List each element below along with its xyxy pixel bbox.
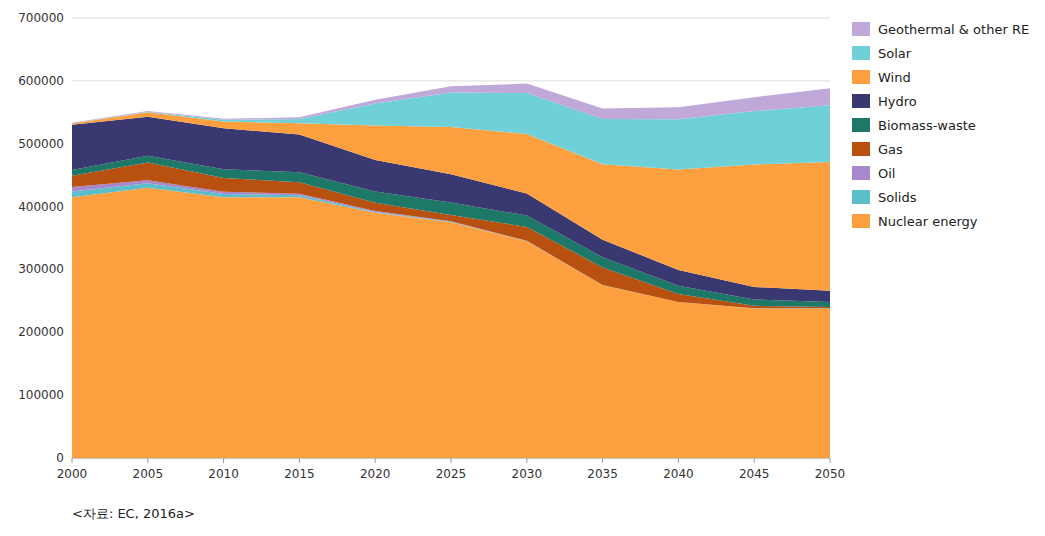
y-tick-label: 300000 — [18, 262, 64, 276]
legend-swatch — [852, 46, 870, 60]
x-tick — [526, 458, 527, 463]
x-tick — [375, 458, 376, 463]
legend-label: Solar — [878, 46, 912, 61]
x-tick-label: 2020 — [360, 467, 391, 481]
x-tick-label: 2050 — [815, 467, 846, 481]
legend-label: Geothermal & other RE — [878, 22, 1029, 37]
y-tick-label: 200000 — [18, 325, 64, 339]
y-tick-label: 400000 — [18, 200, 64, 214]
x-tick-label: 2005 — [133, 467, 164, 481]
x-tick-label: 2000 — [57, 467, 88, 481]
y-tick-label: 700000 — [18, 11, 64, 25]
area — [72, 84, 830, 124]
legend-label: Solids — [878, 190, 917, 205]
x-tick-label: 2035 — [587, 467, 618, 481]
x-tick-label: 2045 — [739, 467, 770, 481]
y-tick-label: 100000 — [18, 388, 64, 402]
legend-label: Gas — [878, 142, 903, 157]
x-tick — [72, 458, 73, 463]
legend-swatch — [852, 22, 870, 36]
grid-line — [72, 18, 830, 19]
x-tick — [830, 458, 831, 463]
chart-container: 0 100000 200000 300000 400000 500000 600000 700… — [0, 0, 1045, 536]
legend: Geothermal & other RE Solar Wind Hydro Bioma… — [852, 22, 1029, 229]
x-tick — [299, 458, 300, 463]
grid-line — [72, 80, 830, 81]
legend-swatch — [852, 70, 870, 84]
legend-swatch — [852, 142, 870, 156]
x-tick — [602, 458, 603, 463]
x-tick — [223, 458, 224, 463]
legend-swatch — [852, 94, 870, 108]
x-tick — [754, 458, 755, 463]
legend-swatch — [852, 190, 870, 204]
x-tick — [147, 458, 148, 463]
legend-label: Nuclear energy — [878, 214, 978, 229]
axes: 0 100000 200000 300000 400000 500000 600000 700… — [18, 11, 845, 481]
x-tick-label: 2010 — [208, 467, 239, 481]
x-tick-label: 2030 — [512, 467, 543, 481]
x-tick-label: 2040 — [663, 467, 694, 481]
source-note: <자료: EC, 2016a> — [72, 506, 195, 521]
y-tick-label: 0 — [56, 451, 64, 465]
y-tick-label: 600000 — [18, 74, 64, 88]
legend-label: Hydro — [878, 94, 917, 109]
grid — [72, 18, 830, 458]
y-tick-label: 500000 — [18, 137, 64, 151]
legend-label: Wind — [878, 70, 911, 85]
x-tick-label: 2025 — [436, 467, 467, 481]
legend-label: Biomass-waste — [878, 118, 976, 133]
legend-swatch — [852, 118, 870, 132]
plot-area — [72, 84, 830, 458]
x-tick — [451, 458, 452, 463]
legend-label: Oil — [878, 166, 895, 181]
legend-swatch — [852, 214, 870, 228]
chart: 0 100000 200000 300000 400000 500000 600000 700… — [0, 0, 1045, 536]
x-tick-label: 2015 — [284, 467, 315, 481]
x-tick — [678, 458, 679, 463]
legend-swatch — [852, 166, 870, 180]
